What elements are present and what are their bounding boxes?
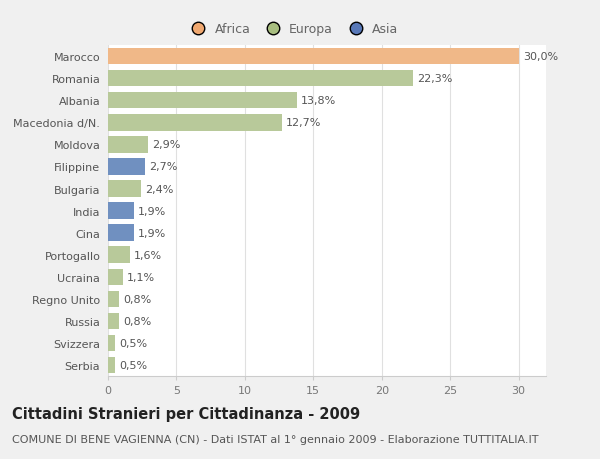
Bar <box>108 49 518 65</box>
Text: 1,9%: 1,9% <box>138 228 166 238</box>
Text: 2,4%: 2,4% <box>145 184 173 194</box>
Text: 30,0%: 30,0% <box>523 52 558 62</box>
Legend: Africa, Europa, Asia: Africa, Europa, Asia <box>186 23 398 36</box>
Text: 2,9%: 2,9% <box>152 140 180 150</box>
Bar <box>108 93 297 109</box>
Bar <box>108 225 134 241</box>
Text: Cittadini Stranieri per Cittadinanza - 2009: Cittadini Stranieri per Cittadinanza - 2… <box>12 406 360 421</box>
Bar <box>108 137 148 153</box>
Text: COMUNE DI BENE VAGIENNA (CN) - Dati ISTAT al 1° gennaio 2009 - Elaborazione TUTT: COMUNE DI BENE VAGIENNA (CN) - Dati ISTA… <box>12 434 539 444</box>
Text: 0,5%: 0,5% <box>119 338 147 348</box>
Text: 1,6%: 1,6% <box>134 250 162 260</box>
Bar <box>108 313 119 330</box>
Text: 0,5%: 0,5% <box>119 360 147 370</box>
Bar <box>108 291 119 308</box>
Bar <box>108 269 123 285</box>
Text: 0,8%: 0,8% <box>123 294 151 304</box>
Text: 1,9%: 1,9% <box>138 206 166 216</box>
Text: 1,1%: 1,1% <box>127 272 155 282</box>
Bar <box>108 181 141 197</box>
Bar <box>108 357 115 374</box>
Bar <box>108 159 145 175</box>
Text: 13,8%: 13,8% <box>301 96 336 106</box>
Text: 22,3%: 22,3% <box>418 74 453 84</box>
Text: 2,7%: 2,7% <box>149 162 178 172</box>
Text: 12,7%: 12,7% <box>286 118 322 128</box>
Bar <box>108 115 282 131</box>
Text: 0,8%: 0,8% <box>123 316 151 326</box>
Bar <box>108 203 134 219</box>
Bar <box>108 71 413 87</box>
Bar <box>108 247 130 263</box>
Bar <box>108 335 115 352</box>
